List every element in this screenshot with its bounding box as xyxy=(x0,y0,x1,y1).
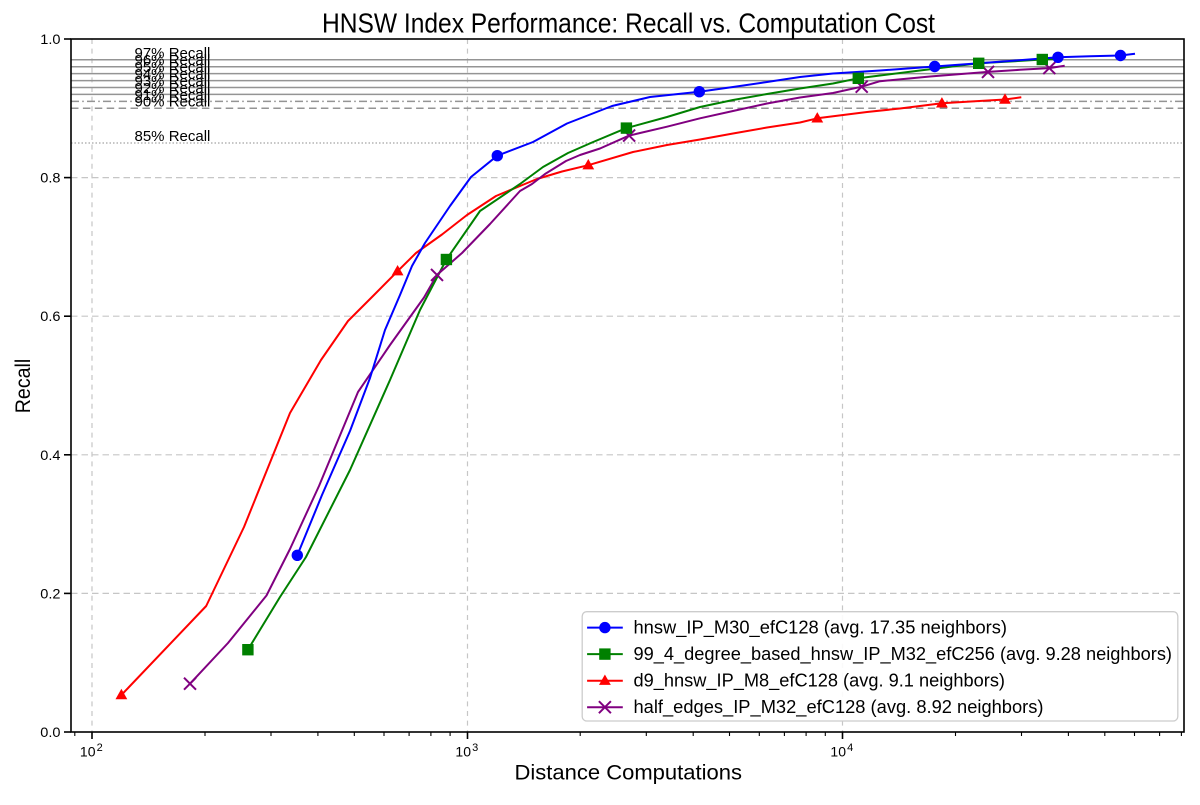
svg-text:10: 10 xyxy=(455,743,471,759)
svg-text:hnsw_IP_M30_efC128 (avg. 17.35: hnsw_IP_M30_efC128 (avg. 17.35 neighbors… xyxy=(634,618,1008,639)
svg-text:94% Recall: 94% Recall xyxy=(135,66,211,83)
svg-text:Distance Computations: Distance Computations xyxy=(515,762,743,785)
svg-text:90% Recall: 90% Recall xyxy=(135,94,211,111)
svg-text:half_edges_IP_M32_efC128 (avg.: half_edges_IP_M32_efC128 (avg. 8.92 neig… xyxy=(634,697,1044,718)
svg-text:0.0: 0.0 xyxy=(40,724,60,740)
svg-text:Recall: Recall xyxy=(12,359,35,414)
svg-text:95% Recall: 95% Recall xyxy=(135,59,211,76)
svg-text:3: 3 xyxy=(472,742,478,754)
svg-text:4: 4 xyxy=(847,742,853,754)
svg-text:d9_hnsw_IP_M8_efC128 (avg. 9.1: d9_hnsw_IP_M8_efC128 (avg. 9.1 neighbors… xyxy=(634,671,1006,692)
svg-text:10: 10 xyxy=(80,743,96,759)
svg-text:1.0: 1.0 xyxy=(40,31,60,47)
svg-text:0.6: 0.6 xyxy=(40,308,60,324)
svg-text:99_4_degree_based_hnsw_IP_M32_: 99_4_degree_based_hnsw_IP_M32_efC256 (av… xyxy=(634,644,1173,665)
svg-text:0.8: 0.8 xyxy=(40,170,60,186)
svg-text:92% Recall: 92% Recall xyxy=(135,80,211,97)
svg-text:HNSW Index Performance: Recall: HNSW Index Performance: Recall vs. Compu… xyxy=(322,8,935,39)
svg-text:10: 10 xyxy=(830,743,846,759)
svg-text:2: 2 xyxy=(97,742,103,754)
svg-text:96% Recall: 96% Recall xyxy=(135,52,211,69)
svg-text:93% Recall: 93% Recall xyxy=(135,73,211,90)
svg-text:0.2: 0.2 xyxy=(40,585,60,601)
svg-text:85% Recall: 85% Recall xyxy=(135,128,211,145)
svg-text:0.4: 0.4 xyxy=(40,447,60,463)
svg-text:91% Recall: 91% Recall xyxy=(135,87,211,104)
svg-text:97% Recall: 97% Recall xyxy=(135,45,211,62)
